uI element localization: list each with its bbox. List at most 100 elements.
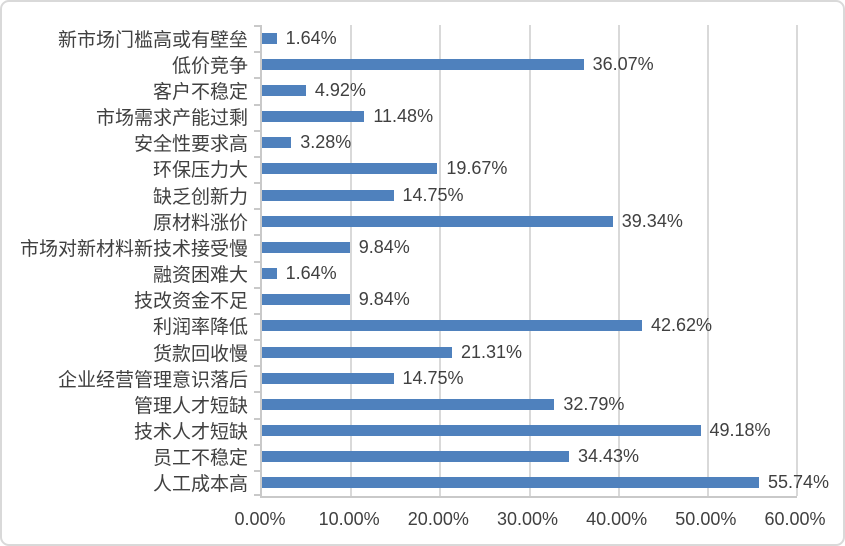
category-axis-tick	[254, 365, 260, 368]
bar	[262, 477, 759, 489]
bar-row: 36.07%	[262, 51, 797, 77]
bar-row: 21.31%	[262, 339, 797, 365]
bar	[262, 398, 555, 410]
bar-row: 14.75%	[262, 365, 797, 391]
bar	[262, 346, 452, 358]
bar	[262, 215, 613, 227]
category-label: 安全性要求高	[133, 134, 248, 156]
x-tick-label: 0.00%	[234, 509, 286, 529]
x-tick-label: 60.00%	[764, 509, 826, 529]
category-axis-tick	[254, 182, 260, 184]
bar	[262, 320, 643, 332]
bar-row: 11.48%	[262, 104, 797, 130]
value-label: 1.64%	[285, 27, 337, 48]
bar	[262, 163, 438, 175]
value-label: 19.67%	[446, 158, 508, 179]
value-label: 11.48%	[373, 106, 434, 127]
category-label: 客户不稳定	[152, 81, 248, 103]
category-label: 融资困难大	[152, 265, 248, 287]
x-tick-label: 20.00%	[407, 509, 469, 529]
bar	[262, 241, 350, 253]
category-label: 管理人才短缺	[133, 395, 248, 417]
bar-row: 39.34%	[262, 208, 797, 234]
bar	[262, 111, 365, 122]
category-axis-tick	[254, 286, 260, 289]
value-label: 9.84%	[358, 236, 410, 257]
bar	[262, 137, 292, 149]
category-label: 利润率降低	[152, 317, 248, 339]
category-label: 货款回收慢	[152, 343, 248, 365]
bar	[262, 268, 277, 279]
bar	[262, 294, 350, 306]
bar	[262, 425, 701, 436]
category-axis-tick	[254, 77, 260, 80]
value-label: 21.31%	[461, 341, 523, 362]
category-label: 技改资金不足	[133, 291, 248, 313]
value-label: 55.74%	[768, 472, 830, 493]
category-label: 员工不稳定	[152, 448, 248, 470]
x-tick-label: 10.00%	[318, 509, 380, 529]
category-axis-tick	[254, 25, 260, 27]
bar	[262, 451, 569, 463]
value-label: 1.64%	[285, 263, 337, 284]
bar-row: 42.62%	[262, 313, 797, 339]
gridline	[706, 25, 709, 496]
category-axis-tick	[254, 155, 260, 158]
bar-row: 34.43%	[262, 444, 797, 470]
bar-row: 1.64%	[262, 261, 797, 287]
gridline	[796, 25, 798, 496]
value-label: 36.07%	[592, 53, 654, 74]
category-axis-tick	[254, 494, 260, 496]
bar-row: 3.28%	[262, 130, 797, 156]
category-axis-tick	[254, 312, 260, 315]
gridline	[528, 25, 531, 496]
x-tick-label: 40.00%	[586, 509, 648, 529]
bar	[262, 58, 584, 70]
category-label: 人工成本高	[152, 474, 248, 496]
category-axis-tick	[254, 391, 260, 394]
gridline	[350, 25, 353, 496]
category-axis-tick	[254, 417, 260, 420]
value-label: 42.62%	[651, 315, 713, 336]
category-label: 技术人才短缺	[133, 422, 248, 444]
bar	[262, 84, 306, 96]
value-label: 4.92%	[314, 79, 366, 100]
category-axis-tick	[254, 208, 260, 211]
category-axis-tick	[254, 234, 260, 237]
bar	[262, 32, 277, 44]
category-label: 企业经营管理意识落后	[57, 369, 248, 391]
x-tick-label: 50.00%	[675, 509, 737, 529]
category-axis-tick	[254, 443, 260, 446]
value-label: 32.79%	[563, 393, 625, 414]
value-label: 14.75%	[402, 184, 464, 205]
bar-row: 4.92%	[262, 77, 797, 103]
bar-row: 49.18%	[262, 418, 797, 444]
value-label: 39.34%	[621, 210, 683, 231]
bar-row: 9.84%	[262, 287, 797, 313]
value-label: 49.18%	[709, 420, 771, 441]
category-axis-tick	[254, 469, 260, 472]
category-axis-labels: 新市场门槛高或有壁垒 低价竞争 客户不稳定 市场需求产能过剩 安全性要求高 环保压力大 缺乏…	[2, 25, 248, 496]
bar-row: 1.64%	[262, 25, 797, 51]
category-axis-tick	[254, 129, 260, 132]
category-axis-tick	[254, 103, 260, 106]
category-label: 新市场门槛高或有壁垒	[57, 29, 248, 51]
value-label: 3.28%	[300, 132, 352, 153]
bar	[262, 372, 394, 384]
gridline	[617, 25, 620, 496]
bar-row: 19.67%	[262, 156, 797, 182]
x-tick-label: 30.00%	[496, 509, 559, 529]
bar-row: 9.84%	[262, 234, 797, 260]
category-label: 原材料涨价	[152, 212, 248, 234]
bar-row: 55.74%	[262, 470, 829, 496]
category-axis-tick	[254, 339, 260, 341]
category-label: 缺乏创新力	[152, 186, 248, 208]
bar-row: 14.75%	[262, 182, 797, 208]
value-label: 34.43%	[578, 446, 640, 467]
category-axis-tick	[254, 260, 260, 263]
bar-row: 32.79%	[262, 391, 797, 417]
value-label: 14.75%	[402, 367, 464, 388]
category-label: 环保压力大	[152, 160, 248, 182]
category-label: 低价竞争	[171, 55, 248, 77]
